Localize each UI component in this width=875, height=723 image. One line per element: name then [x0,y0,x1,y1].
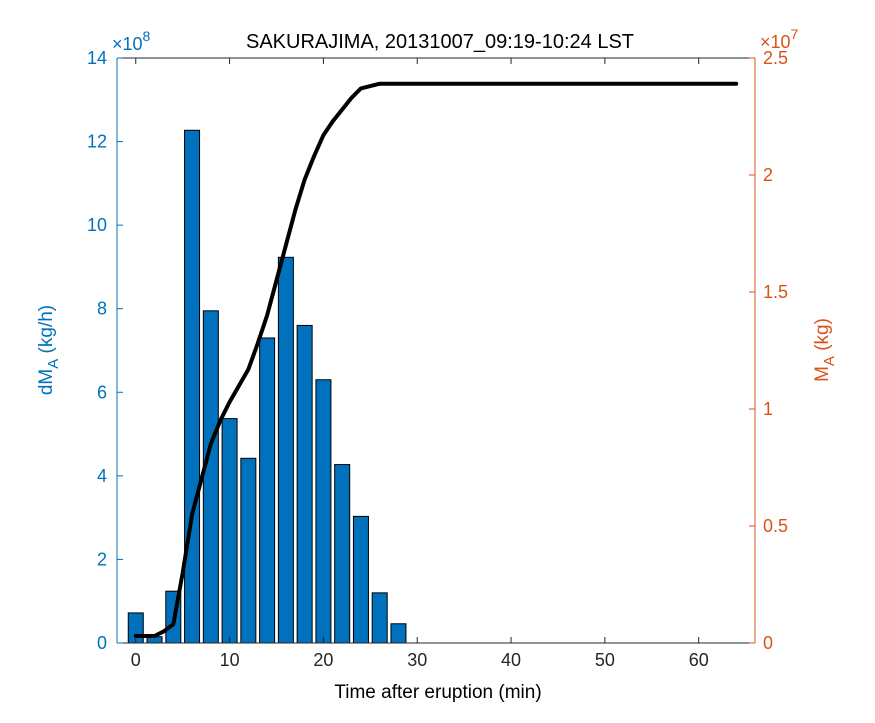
bar [259,337,276,644]
left-tick-label: 8 [97,299,107,319]
left-tick-label: 0 [97,633,107,653]
left-tick-label: 6 [97,382,107,402]
right-tick-label: 1.5 [763,282,788,302]
right-tick-label: 2.5 [763,48,788,68]
x-tick-label: 40 [501,650,521,670]
left-tick-label: 14 [87,48,107,68]
x-tick-label: 60 [689,650,709,670]
line-series [133,81,739,638]
x-tick-label: 10 [220,650,240,670]
right-exponent-power: 7 [791,26,799,42]
right-label-unit: (kg) [812,318,833,356]
bar [334,464,351,644]
right-axis-label: MA (kg) [812,318,838,382]
bar [240,457,257,644]
bar [296,324,313,644]
bar [371,592,388,644]
bar [352,515,369,644]
right-tick-label: 0.5 [763,516,788,536]
left-label-unit: (kg/h) [36,305,57,359]
x-tick-label: 50 [595,650,615,670]
left-axis-exponent: ×108 [112,28,151,54]
left-tick-label: 12 [87,132,107,152]
x-axis-label: Time after eruption (min) [334,682,541,703]
x-tick-label: 30 [407,650,427,670]
left-tick-label: 10 [87,215,107,235]
bar [184,129,201,644]
left-label-main: dM [36,369,57,395]
right-label-sub: A [821,356,838,366]
left-axis-label: dMA (kg/h) [36,305,62,395]
bar [277,256,294,644]
left-exponent-base: ×10 [112,34,143,54]
left-exponent-power: 8 [143,28,151,44]
right-tick-label: 2 [763,165,773,185]
bar [390,623,407,644]
right-tick-label: 0 [763,633,773,653]
left-label-sub: A [45,359,62,369]
bar [315,379,332,644]
x-tick-label: 20 [313,650,333,670]
cumulative-mass-line [133,81,739,638]
x-tick-label: 0 [131,650,141,670]
axes: 0 10 20 30 40 50 60 0 2 4 6 8 10 12 14 0 0.5 1 1.5 2 2.5 [87,48,788,670]
chart-title: SAKURAJIMA, 20131007_09:19-10:24 LST [246,31,634,53]
right-label-main: M [812,366,833,382]
right-tick-label: 1 [763,399,773,419]
bar [221,418,238,644]
right-axis-exponent: ×107 [760,26,799,52]
right-exponent-base: ×10 [760,32,791,52]
bar [202,310,219,644]
left-tick-label: 2 [97,549,107,569]
bar-series [127,129,407,644]
left-tick-label: 4 [97,466,107,486]
